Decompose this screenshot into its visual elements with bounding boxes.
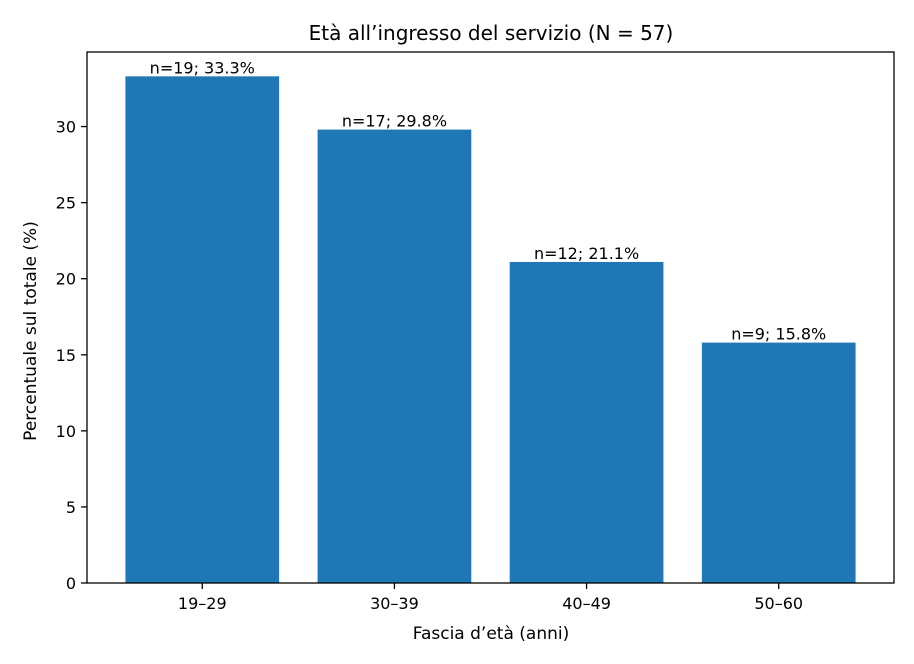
bar-data-label: n=19; 33.3% [150,58,255,77]
chart-title: Età all’ingresso del servizio (N = 57) [309,21,674,45]
y-tick-label: 5 [66,498,76,517]
bar-data-label: n=17; 29.8% [342,112,447,131]
axes-frame [86,51,895,584]
y-tick-label: 15 [56,346,76,365]
bar-19–29 [125,76,280,583]
x-axis: 19–29 30–39 40–49 50–60 [178,583,803,613]
y-axis-label: Percentuale sul totale (%) [21,221,41,441]
bar-data-label: n=9; 15.8% [731,325,826,344]
bar-30–39 [317,129,472,583]
x-tick-label: 19–29 [178,594,227,613]
y-tick-label: 10 [56,422,76,441]
y-tick-label: 0 [66,574,76,593]
x-tick-label: 40–49 [562,594,611,613]
bar-data-label: n=12; 21.1% [534,244,639,263]
x-axis-label: Fascia d’età (anni) [413,624,569,644]
bar-40–49 [509,261,664,583]
y-tick-label: 20 [56,270,76,289]
x-tick-label: 50–60 [754,594,803,613]
bars-group [125,76,856,583]
y-tick-label: 30 [56,118,76,137]
data-labels-group: n=19; 33.3% n=17; 29.8% n=12; 21.1% n=9; 15… [150,58,827,343]
y-tick-label: 25 [56,194,76,213]
y-axis: 0 5 10 15 20 25 30 [56,118,87,593]
bar-50–60 [701,342,856,583]
x-tick-label: 30–39 [370,594,419,613]
